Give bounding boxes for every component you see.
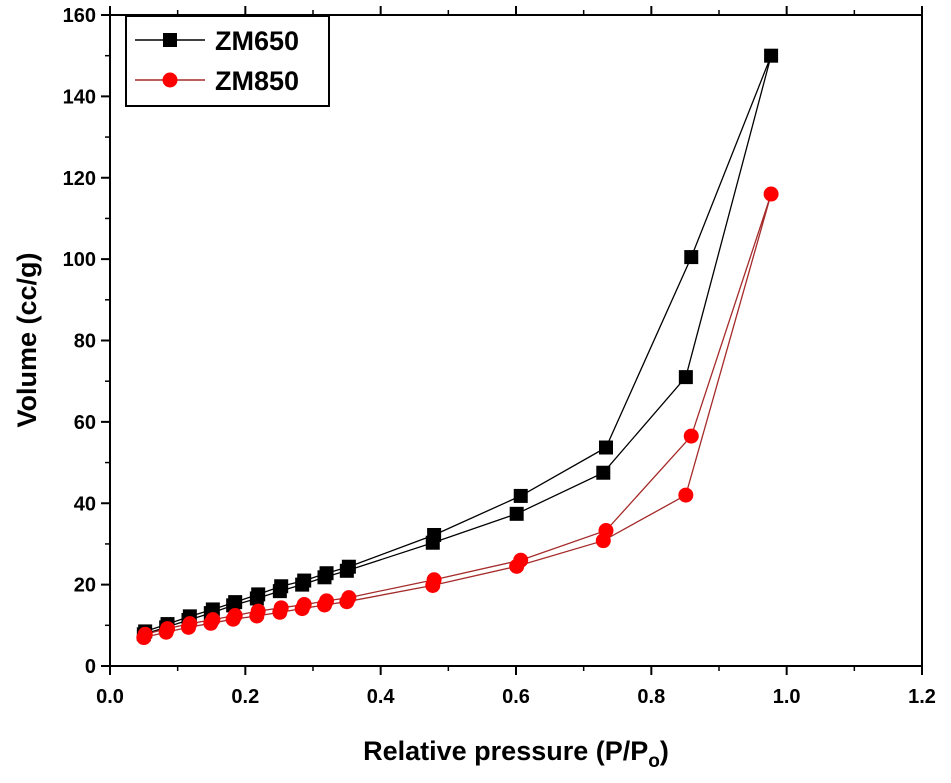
y-axis-title: Volume (cc/g) bbox=[12, 252, 42, 427]
data-point-zm650 bbox=[678, 370, 693, 385]
plot-frame bbox=[109, 14, 923, 667]
x-tick-label: 1.2 bbox=[908, 686, 936, 708]
data-point-zm650 bbox=[319, 566, 334, 581]
x-tick-label: 0.0 bbox=[96, 686, 124, 708]
data-point-zm650 bbox=[684, 250, 699, 265]
data-point-zm650 bbox=[341, 559, 356, 574]
legend-label-zm650: ZM650 bbox=[215, 26, 299, 56]
data-point-zm850 bbox=[678, 487, 694, 503]
y-tick-label: 40 bbox=[74, 493, 96, 515]
axis-ticks: 0.0 0.2 0.4 0.6 0.8 1.0 1.2 0 20 40 60 80 100 120 140 1… bbox=[63, 5, 936, 708]
data-point-zm850 bbox=[763, 186, 779, 202]
data-point-zm850 bbox=[250, 603, 266, 619]
data-point-zm650 bbox=[427, 527, 442, 542]
data-point-zm650 bbox=[513, 488, 528, 503]
data-point-zm850 bbox=[598, 523, 614, 539]
series-zm650 bbox=[136, 48, 779, 642]
y-tick-label: 0 bbox=[85, 656, 96, 678]
y-tick-label: 60 bbox=[74, 412, 96, 434]
data-point-zm850 bbox=[160, 621, 176, 637]
data-point-zm650 bbox=[228, 595, 243, 610]
y-tick-label: 20 bbox=[74, 575, 96, 597]
x-tick-label: 0.4 bbox=[367, 686, 396, 708]
data-point-zm850 bbox=[513, 552, 529, 568]
x-tick-label: 0.6 bbox=[502, 686, 530, 708]
data-point-zm650 bbox=[251, 587, 266, 602]
x-axis-title: Relative pressure (P/Po) bbox=[363, 736, 669, 772]
legend-box bbox=[125, 15, 330, 107]
x-tick-label: 0.8 bbox=[637, 686, 665, 708]
data-point-zm650 bbox=[598, 440, 613, 455]
data-point-zm850 bbox=[683, 428, 699, 444]
data-point-zm850 bbox=[205, 612, 221, 628]
series-layer bbox=[136, 48, 779, 646]
data-point-zm650 bbox=[764, 48, 779, 63]
legend-marker-zm850 bbox=[162, 72, 178, 88]
y-tick-label: 120 bbox=[63, 168, 96, 190]
data-point-zm650 bbox=[205, 602, 220, 617]
data-point-zm850 bbox=[426, 572, 442, 588]
data-point-zm850 bbox=[319, 593, 335, 609]
legend: ZM650 ZM850 bbox=[125, 15, 330, 107]
data-point-zm850 bbox=[137, 626, 153, 642]
series-line-zm850 bbox=[143, 193, 772, 639]
data-point-zm650 bbox=[509, 506, 524, 521]
data-point-zm850 bbox=[296, 597, 312, 613]
y-tick-label: 140 bbox=[63, 86, 96, 108]
y-tick-label: 80 bbox=[74, 331, 96, 353]
legend-marker-zm650 bbox=[163, 33, 177, 47]
data-point-zm650 bbox=[274, 579, 289, 594]
data-point-zm850 bbox=[341, 590, 357, 606]
x-tick-label: 0.2 bbox=[231, 686, 259, 708]
y-tick-label: 100 bbox=[63, 249, 96, 271]
y-tick-label: 160 bbox=[63, 5, 96, 27]
data-point-zm850 bbox=[227, 608, 243, 624]
series-line-zm650 bbox=[143, 55, 772, 635]
legend-label-zm850: ZM850 bbox=[215, 66, 299, 96]
data-point-zm650 bbox=[297, 573, 312, 588]
series-zm850 bbox=[136, 186, 779, 646]
data-point-zm850 bbox=[273, 600, 289, 616]
x-tick-label: 1.0 bbox=[773, 686, 801, 708]
data-point-zm850 bbox=[182, 616, 198, 632]
data-point-zm650 bbox=[596, 465, 611, 480]
